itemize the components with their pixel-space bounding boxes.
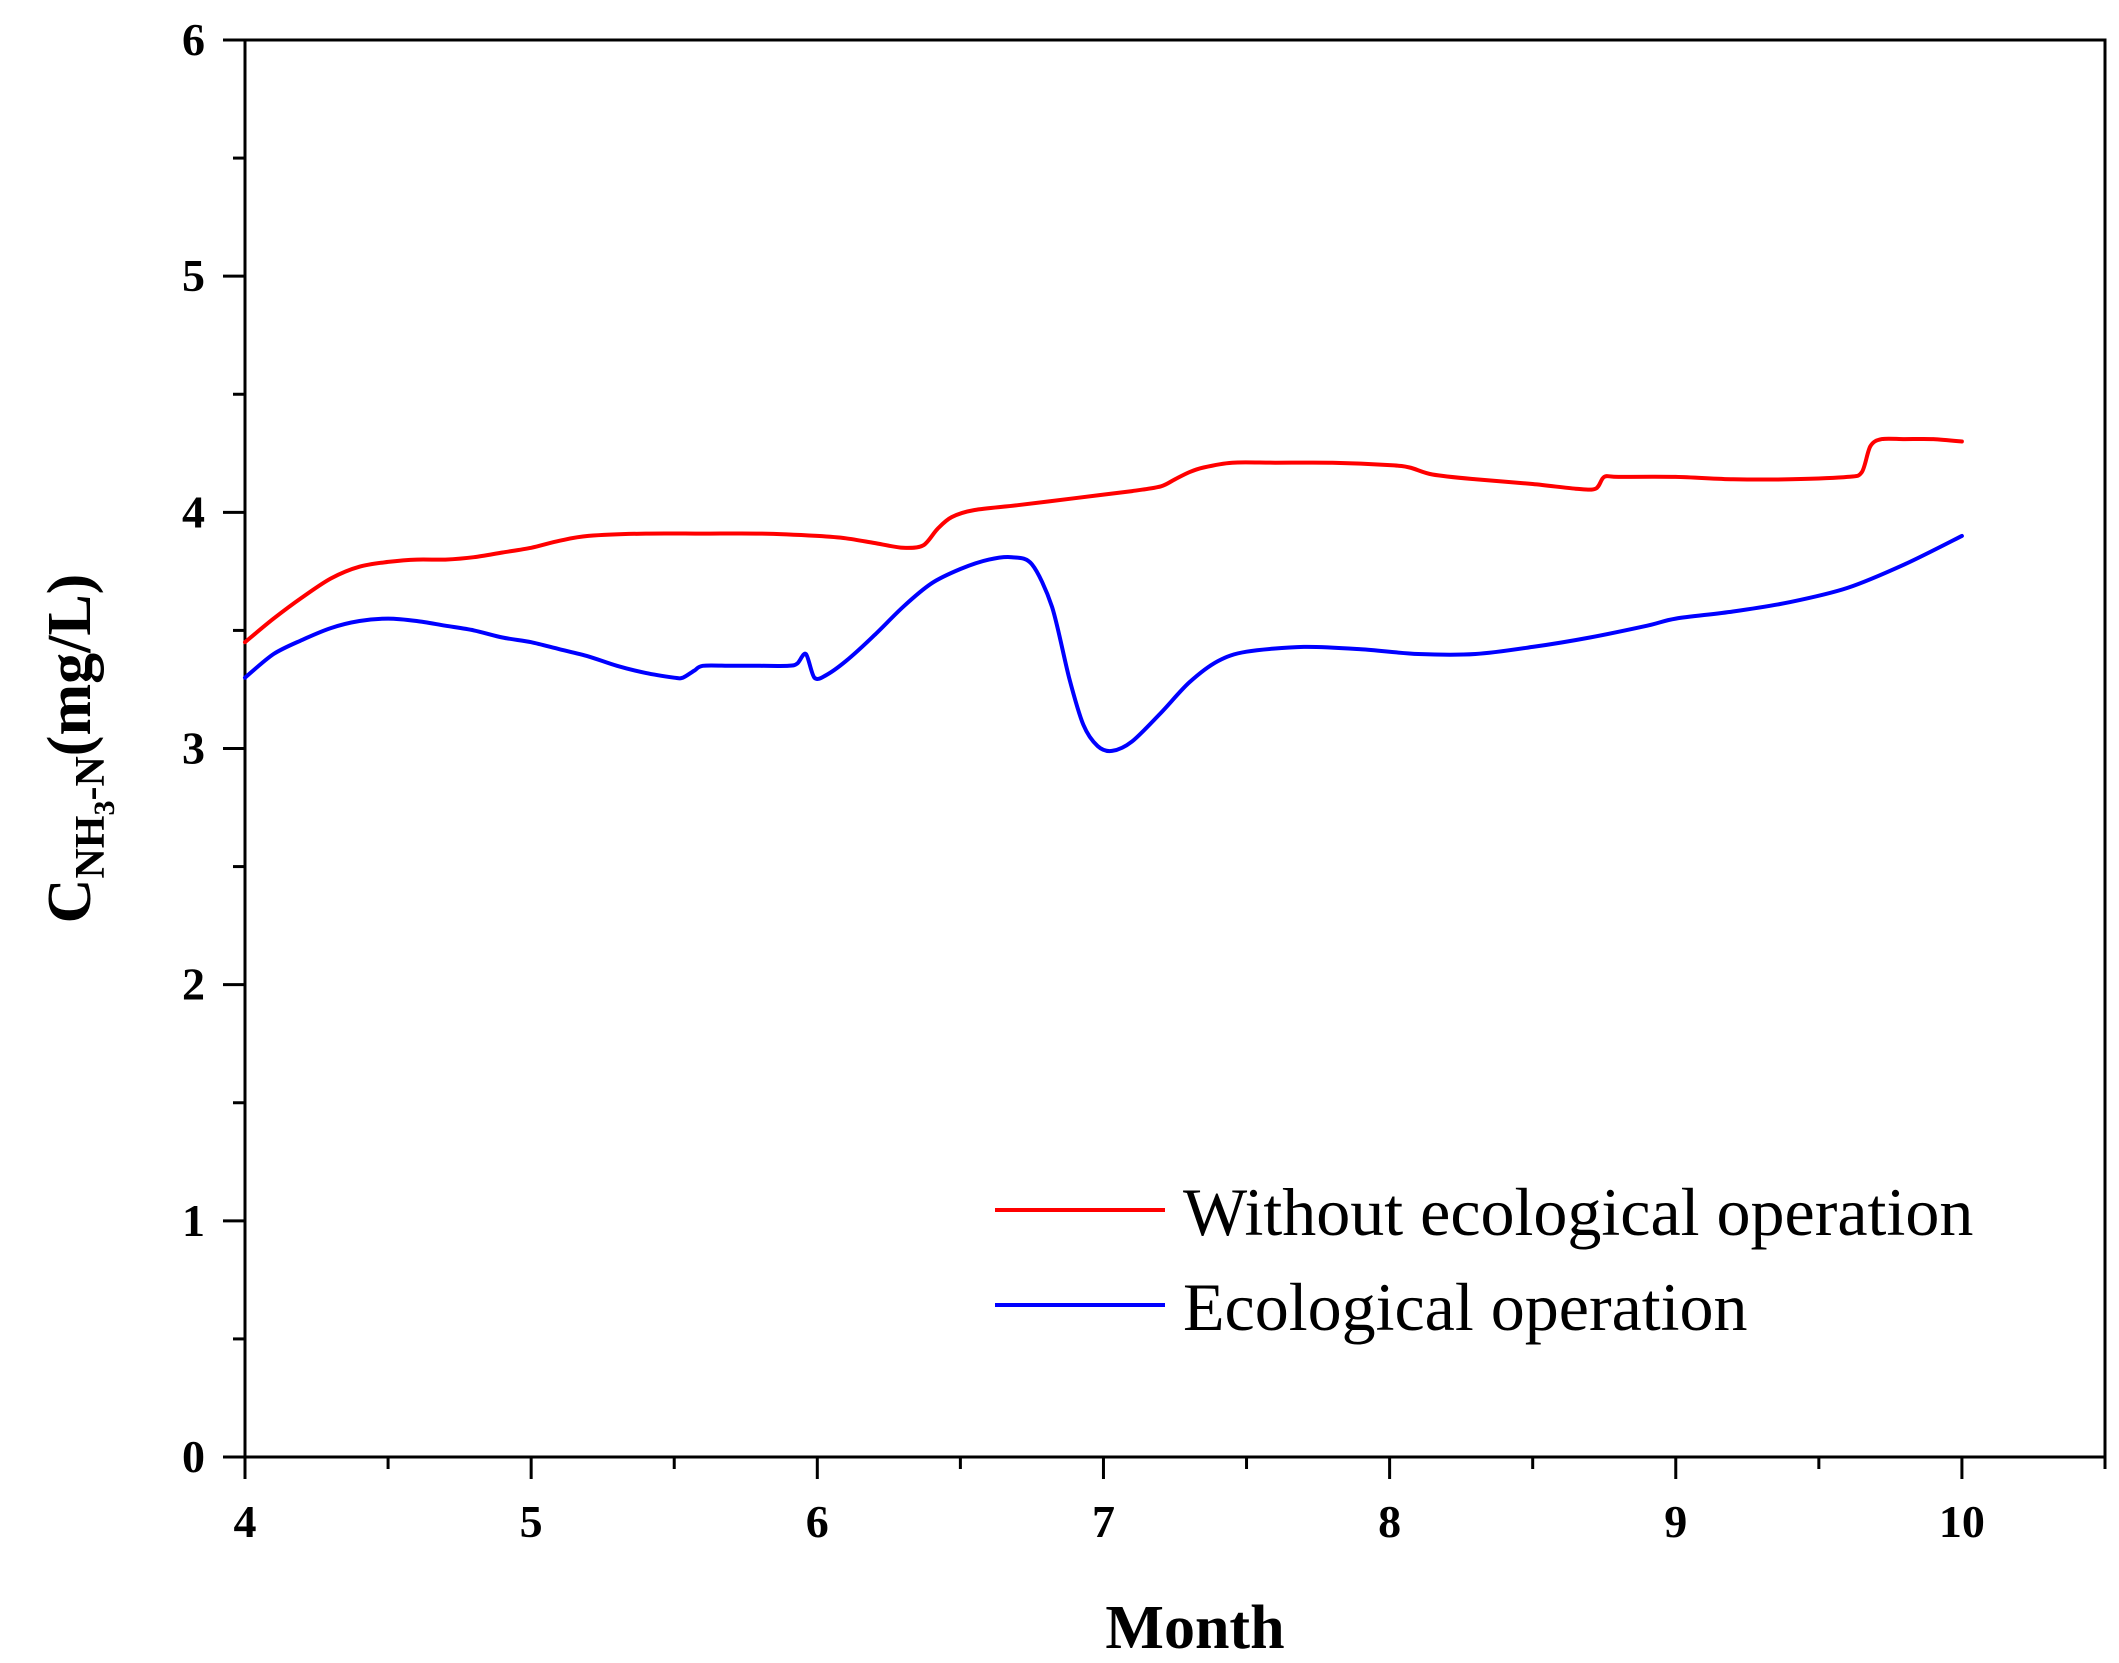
y-tick-label: 4 xyxy=(182,486,205,537)
series-line-2 xyxy=(243,533,1964,754)
legend-label-1: Without ecological operation xyxy=(1183,1174,1973,1250)
y-tick-label: 0 xyxy=(182,1431,205,1482)
x-tick-label: 6 xyxy=(806,1496,829,1547)
y-axis-title-units: (mg/L) xyxy=(36,574,104,757)
y-axis-title-subscript-suffix: -N xyxy=(68,756,114,800)
y-tick-label: 5 xyxy=(182,250,205,301)
y-axis-title-subscript-digit: 3 xyxy=(88,801,121,816)
y-tick-label: 2 xyxy=(182,959,205,1010)
legend: Without ecological operation Ecological o… xyxy=(995,1174,1973,1345)
series-line-1 xyxy=(243,436,1964,645)
y-tick-label: 6 xyxy=(182,14,205,65)
legend-label-2: Ecological operation xyxy=(1183,1269,1748,1345)
y-tick-label: 3 xyxy=(182,723,205,774)
x-tick-label: 4 xyxy=(234,1496,257,1547)
series-layer xyxy=(243,436,1964,754)
x-tick-label: 10 xyxy=(1939,1496,1985,1547)
y-axis-title-text: CNH3-N(mg/L) xyxy=(36,574,121,924)
y-axis-title: CNH3-N(mg/L) xyxy=(36,574,121,924)
x-tick-label: 5 xyxy=(520,1496,543,1547)
y-axis-title-main: C xyxy=(36,879,104,924)
axis-ticks: 4 5 6 7 8 9 10 0 1 2 3 4 5 6 xyxy=(182,14,2107,1547)
x-tick-label: 9 xyxy=(1664,1496,1687,1547)
x-axis-title: Month xyxy=(1105,1594,1284,1662)
y-tick-label: 1 xyxy=(182,1195,205,1246)
y-axis-title-subscript: NH xyxy=(68,816,114,879)
x-tick-label: 8 xyxy=(1378,1496,1401,1547)
x-tick-label: 7 xyxy=(1092,1496,1115,1547)
